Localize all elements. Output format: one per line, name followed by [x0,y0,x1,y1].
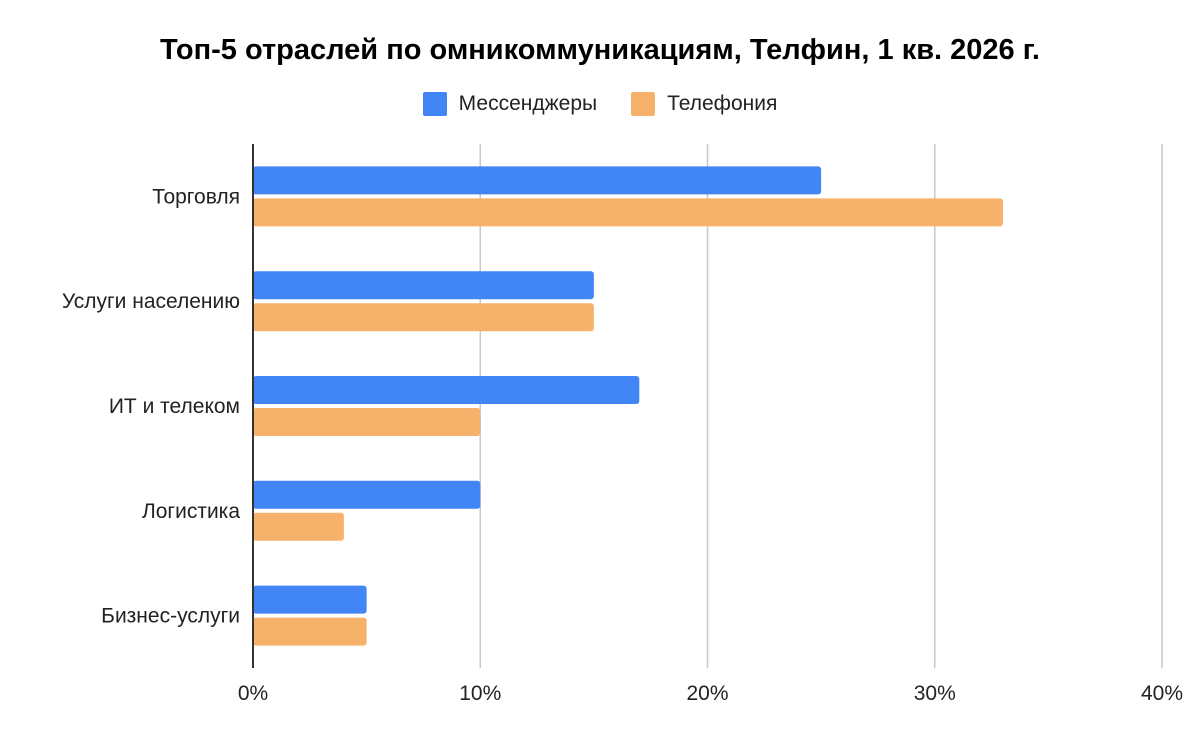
bar [253,166,822,195]
labels-layer: 0% 10% 20% 30% 40% Торговля Услуги населению ИТ… [62,185,1183,705]
x-tick-label: 10% [459,682,501,705]
legend-swatch-telephony [631,92,656,116]
bar [253,512,344,541]
bars-layer [253,166,1003,646]
bar [253,198,1003,227]
legend-item-messengers[interactable]: Мессенджеры [422,92,598,116]
bar [253,480,481,509]
legend-label-telephony: Телефония [667,92,778,115]
bar [253,617,367,646]
x-tick-label: 40% [1141,682,1183,705]
x-tick-label: 30% [914,682,956,705]
y-category-label: Бизнес-услуги [101,605,240,628]
bar [253,271,594,300]
bar [253,408,481,436]
y-category-label: Торговля [152,185,240,208]
x-tick-label: 20% [686,682,728,705]
chart-title: Топ-5 отраслей по омникоммуникациям, Тел… [160,34,1040,66]
legend-item-telephony[interactable]: Телефония [631,92,777,116]
legend-swatch-messengers [422,92,447,116]
grid-layer [479,144,1163,668]
y-category-label: Услуги населению [62,290,240,313]
bar [253,303,594,332]
legend: Мессенджеры Телефония [0,92,1200,116]
x-tick-label: 0% [238,682,268,705]
bar [253,585,367,614]
y-category-label: Логистика [142,500,240,523]
legend-label-messengers: Мессенджеры [458,92,598,115]
y-category-label: ИТ и телеком [109,395,240,418]
bar [253,376,640,404]
